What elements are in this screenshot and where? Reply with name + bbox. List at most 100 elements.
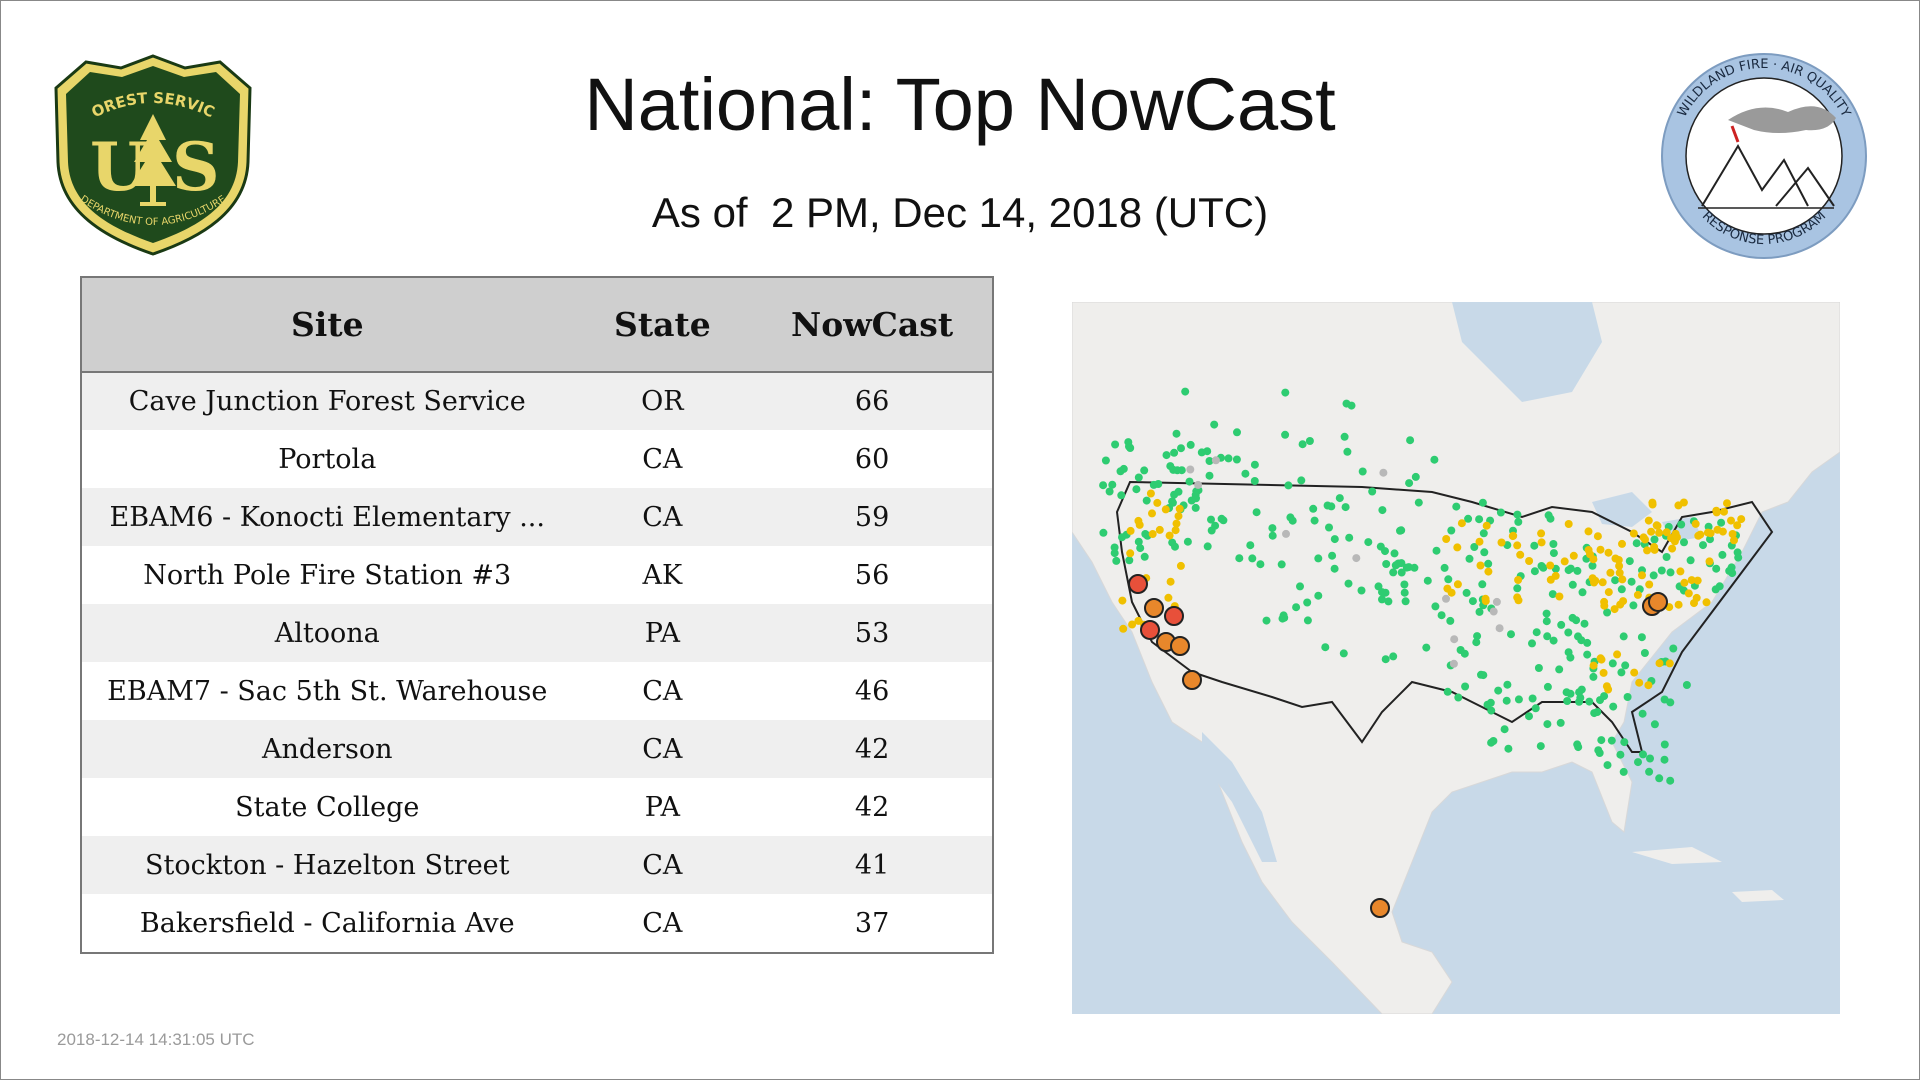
monitor-dot xyxy=(1475,537,1484,546)
monitor-dot xyxy=(1616,750,1625,759)
monitor-dot xyxy=(1480,548,1489,557)
monitor-dot xyxy=(1704,522,1713,531)
monitor-dot xyxy=(1484,559,1493,568)
monitor-dot xyxy=(1596,545,1605,554)
monitor-dot xyxy=(1629,529,1638,538)
monitor-dot xyxy=(1514,576,1523,584)
monitor-dot xyxy=(1111,440,1120,449)
nowcast-map[interactable] xyxy=(1072,302,1840,1014)
monitor-dot xyxy=(1446,616,1455,625)
cell-site: Bakersfield - California Ave xyxy=(139,907,515,939)
monitor-dot xyxy=(1479,529,1488,538)
monitor-dot xyxy=(1472,638,1481,647)
monitor-dot xyxy=(1174,512,1183,521)
monitor-dot xyxy=(1119,464,1128,473)
monitor-dot xyxy=(1525,712,1533,721)
monitor-dot xyxy=(1600,601,1609,610)
monitor-dot xyxy=(1640,649,1649,657)
monitor-dot xyxy=(1475,607,1484,616)
monitor-dot xyxy=(1186,440,1195,449)
monitor-dot xyxy=(1513,510,1522,519)
monitor-dot xyxy=(1502,696,1511,705)
monitor-dot xyxy=(1546,575,1555,584)
monitor-dot xyxy=(1650,535,1659,544)
header-nowcast: NowCast xyxy=(791,305,954,344)
monitor-dot xyxy=(1680,578,1689,587)
cell-site: EBAM6 - Konocti Elementary ... xyxy=(109,501,545,533)
monitor-dot xyxy=(1589,555,1598,564)
page-title: National: Top NowCast xyxy=(584,63,1336,146)
monitor-dot xyxy=(1141,530,1150,538)
monitor-dot xyxy=(1449,659,1458,668)
monitor-dot xyxy=(1099,528,1108,537)
monitor-dot xyxy=(1470,543,1479,551)
monitor-dot xyxy=(1203,542,1212,551)
monitor-dot xyxy=(1723,499,1731,508)
monitor-dot xyxy=(1563,697,1572,705)
monitor-dot xyxy=(1616,600,1625,609)
monitor-dot xyxy=(1543,632,1552,641)
monitor-dot xyxy=(1484,567,1493,576)
monitor-dot xyxy=(1712,506,1721,515)
monitor-dot xyxy=(1481,597,1490,606)
monitor-dot xyxy=(1126,526,1135,535)
map-us-border xyxy=(1115,480,1774,753)
monitor-dot xyxy=(1440,563,1449,572)
monitor-dot xyxy=(1494,686,1503,695)
cell-state: CA xyxy=(642,733,683,765)
monitor-dot xyxy=(1442,594,1450,603)
tree-icon xyxy=(130,114,176,206)
monitor-dot xyxy=(1149,480,1158,489)
monitor-dot xyxy=(1537,538,1546,547)
monitor-dot xyxy=(1153,498,1162,507)
monitor-dot xyxy=(1134,616,1143,625)
monitor-dot xyxy=(1495,624,1504,633)
monitor-dot xyxy=(1600,692,1609,701)
monitor-dot xyxy=(1542,609,1551,618)
monitor-dot xyxy=(1489,607,1498,616)
monitor-dot xyxy=(1615,562,1624,570)
monitor-dot xyxy=(1645,767,1654,776)
monitor-dot xyxy=(1099,481,1108,490)
monitor-dot xyxy=(1514,517,1523,526)
monitor-dot xyxy=(1492,597,1501,606)
monitor-dot xyxy=(1401,597,1410,606)
high-reading-dot xyxy=(1370,898,1390,918)
monitor-dot xyxy=(1717,518,1726,527)
map-canvas xyxy=(1072,302,1840,1014)
monitor-dot xyxy=(1548,590,1557,599)
monitor-dot xyxy=(1430,455,1439,464)
monitor-dot xyxy=(1211,521,1220,530)
map-gulf xyxy=(1202,732,1277,862)
page-subtitle: As of 2 PM, Dec 14, 2018 (UTC) xyxy=(651,189,1269,236)
monitor-dot xyxy=(1620,738,1629,747)
monitor-dot xyxy=(1282,529,1290,538)
monitor-dot xyxy=(1556,718,1565,727)
cell-site: Anderson xyxy=(261,733,393,765)
monitor-dot xyxy=(1192,494,1200,503)
monitor-dot xyxy=(1590,709,1599,718)
monitor-dot xyxy=(1621,661,1630,670)
monitor-dot xyxy=(1525,557,1534,565)
monitor-dot xyxy=(1690,599,1698,608)
monitor-dot xyxy=(1569,551,1578,560)
cell-site: Cave Junction Forest Service xyxy=(128,386,526,417)
monitor-dot xyxy=(1411,472,1420,481)
monitor-dot xyxy=(1166,462,1175,471)
monitor-dot xyxy=(1119,624,1128,633)
table-row: EBAM6 - Konocti Elementary ... CA 59 xyxy=(82,488,992,546)
cell-site: North Pole Fire Station #3 xyxy=(143,559,512,591)
monitor-dot xyxy=(1682,681,1691,689)
monitor-dot xyxy=(1611,554,1620,563)
monitor-dot xyxy=(1461,682,1470,691)
cell-state: CA xyxy=(642,675,683,707)
monitor-dot xyxy=(1543,682,1552,691)
monitor-dot xyxy=(1603,761,1612,770)
monitor-dot xyxy=(1456,646,1465,654)
monitor-dot xyxy=(1473,632,1482,641)
monitor-dot xyxy=(1608,659,1617,668)
monitor-dot xyxy=(1241,469,1250,478)
monitor-dot xyxy=(1344,579,1353,588)
monitor-dot xyxy=(1168,497,1177,506)
monitor-dot xyxy=(1268,524,1277,533)
